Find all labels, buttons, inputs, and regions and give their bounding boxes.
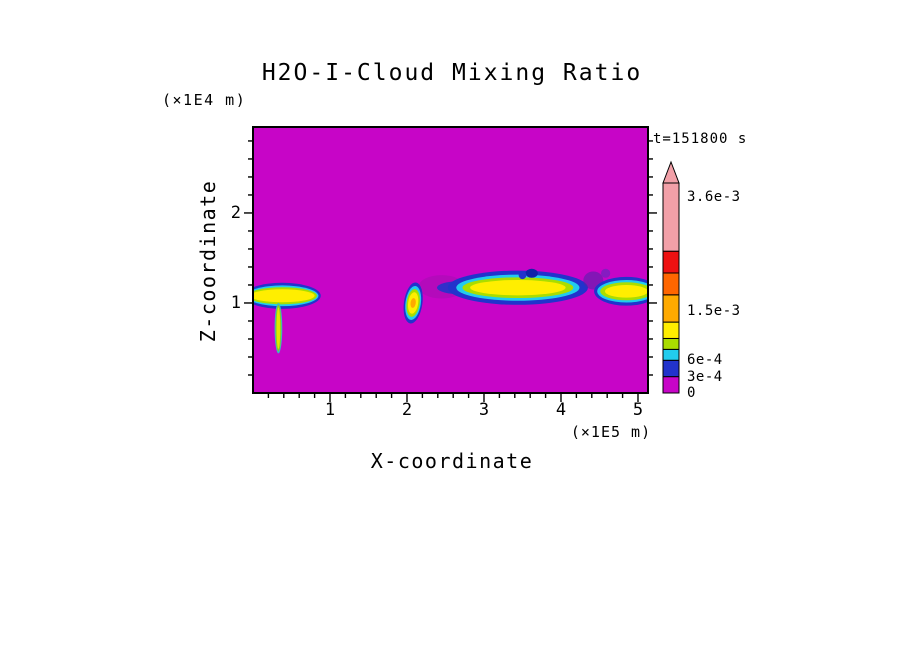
x-tick-label: 5 (632, 400, 644, 420)
x-tick-label: 3 (478, 400, 490, 420)
cloud-big-cloud (470, 280, 566, 296)
colorbar-segment (662, 272, 680, 296)
x-tick-label: 2 (401, 400, 413, 420)
z-tick-label: 1 (230, 292, 241, 313)
cloud-right-cloud (604, 284, 648, 298)
colorbar-overflow-arrow (662, 160, 680, 184)
cloud-left-cloud-band (253, 289, 315, 303)
plot-title: H2O-I-Cloud Mixing Ratio (261, 60, 643, 86)
x-axis-label: X-coordinate (370, 449, 534, 473)
colorbar-segment (662, 337, 680, 350)
axis-ticks (244, 140, 657, 402)
z-axis-unit: (×1E4 m) (162, 91, 247, 109)
colorbar-segment (662, 250, 680, 274)
cloud-mid-small-cloud (410, 298, 416, 308)
plot-frame (252, 126, 649, 394)
z-axis-label: Z-coordinate (196, 179, 220, 343)
cloud-left-fall-streak (276, 307, 281, 349)
cloud-purple-dot-right (601, 268, 611, 278)
colorbar-tick-label: 1.5e-3 (687, 303, 741, 320)
colorbar-tick-label: 3e-4 (687, 368, 723, 385)
x-axis-unit: (×1E5 m) (570, 423, 652, 441)
colorbar-segment (662, 348, 680, 361)
x-tick-label: 4 (555, 400, 567, 420)
colorbar-tick-label: 3.6e-3 (687, 188, 741, 205)
time-annotation: t=151800 s (653, 131, 748, 147)
x-tick-label: 1 (324, 400, 336, 420)
plot-area (253, 127, 648, 393)
colorbar-segment (662, 376, 680, 394)
colorbar-tick-label: 0 (687, 385, 696, 401)
colorbar-segment (662, 294, 680, 323)
mixing-ratio-plot (244, 126, 657, 402)
cloud-navy-spot-on-big-cloud (525, 268, 538, 278)
plot-background (253, 127, 648, 393)
colorbar-segment (662, 359, 680, 378)
colorbar (662, 160, 680, 394)
z-tick-label: 2 (230, 202, 241, 223)
colorbar-segment (662, 182, 680, 252)
colorbar-segment (662, 321, 680, 339)
cloud-navy-spot-2-on-big-cloud (518, 271, 527, 280)
colorbar-tick-label: 6e-4 (687, 352, 723, 369)
